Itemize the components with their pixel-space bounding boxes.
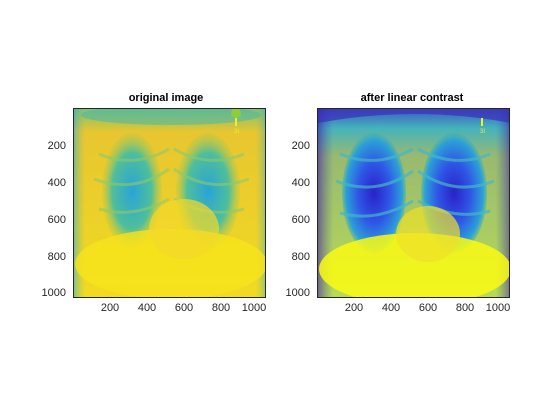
xray-image-original: 3I <box>74 109 265 297</box>
x-tick-label: 1000 <box>485 302 511 314</box>
y-tick-label: 200 <box>47 140 66 152</box>
x-tick-label: 800 <box>455 302 475 314</box>
y-tick-label: 1000 <box>41 287 66 299</box>
x-tick-label: 200 <box>100 302 120 314</box>
y-tick-label: 800 <box>291 251 310 263</box>
x-tick-label: 600 <box>418 302 438 314</box>
x-tick-label: 400 <box>137 302 157 314</box>
y-tick-label: 800 <box>47 251 66 263</box>
x-tick-label: 400 <box>381 302 401 314</box>
panel-title-contrast: after linear contrast <box>360 92 464 104</box>
axes-original: 3I <box>73 108 266 298</box>
x-tick-label: 1000 <box>241 302 267 314</box>
xray-image-contrast: 3I <box>318 109 509 297</box>
y-tick-label: 1000 <box>285 287 310 299</box>
x-tick-label: 800 <box>211 302 231 314</box>
x-tick-label: 200 <box>344 302 364 314</box>
marker-dot-original <box>231 109 241 118</box>
panel-title-original: original image <box>128 92 204 104</box>
y-tick-label: 200 <box>291 140 310 152</box>
axes-contrast: 3I <box>317 108 510 298</box>
y-tick-label: 600 <box>47 214 66 226</box>
y-tick-label: 600 <box>291 214 310 226</box>
y-tick-label: 400 <box>291 177 310 189</box>
y-tick-label: 400 <box>47 177 66 189</box>
marker-label-original: 3I <box>234 129 239 135</box>
marker-label-contrast: 3I <box>480 129 485 135</box>
x-tick-label: 600 <box>174 302 194 314</box>
